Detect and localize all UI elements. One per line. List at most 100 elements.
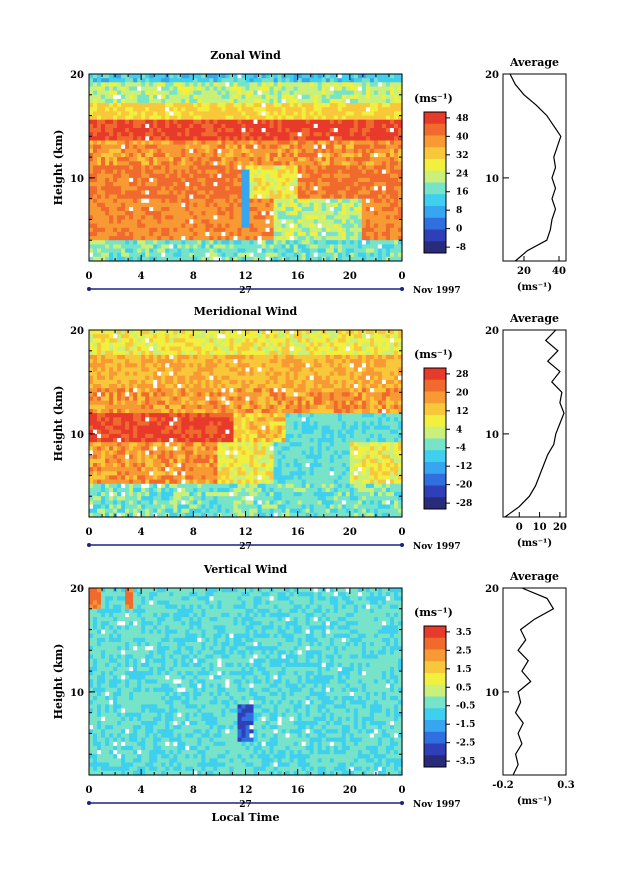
heatmap-cell [109,334,114,339]
heatmap-cell [349,202,355,208]
heatmap-cell [193,252,198,258]
heatmap-cell [137,392,142,398]
heatmap-cell [237,123,243,129]
heatmap-cell [345,384,351,389]
heatmap-cell [394,388,399,393]
heatmap-cell [333,182,339,187]
heatmap-cell [169,330,174,335]
heatmap-cell [229,215,234,221]
heatmap-cell [281,123,287,129]
heatmap-cell [157,371,162,377]
heatmap-cell [309,140,315,146]
heatmap-cell [105,392,110,398]
heatmap-cell [390,86,395,92]
heatmap-cell [394,227,399,233]
heatmap-cell [385,388,391,393]
heatmap-cell [161,128,166,133]
heatmap-cell [373,396,379,402]
heatmap-cell [225,157,230,162]
heatmap-cell [398,136,403,142]
heatmap-cell [93,256,98,262]
heatmap-cell [233,219,239,225]
heatmap-cell [249,169,255,175]
heatmap-cell [229,388,234,393]
heatmap-cell [313,90,319,96]
heatmap-cell [361,82,367,88]
heatmap-cell [353,388,359,393]
heatmap-cell [390,90,395,96]
heatmap-cell [221,379,226,385]
heatmap-cell [217,169,222,175]
heatmap-cell [381,111,387,117]
heatmap-cell [109,359,114,364]
heatmap-cell [189,157,194,162]
heatmap-cell [225,144,230,150]
heatmap-cell [253,252,259,258]
heatmap-cell [265,211,271,216]
heatmap-cell [317,90,323,96]
heatmap-cell [341,359,347,364]
heatmap-cell [329,173,335,179]
heatmap-cell [225,354,230,360]
heatmap-cell [185,396,190,402]
heatmap-cell [93,215,98,221]
heatmap-cell [313,173,319,179]
heatmap-cell [113,190,118,196]
heatmap-cell [93,252,98,258]
heatmap-cell [325,103,331,108]
heatmap-cell [157,103,162,108]
heatmap-cell [133,202,138,208]
heatmap-cell [201,346,206,352]
heatmap-cell [305,211,311,216]
heatmap-cell [289,342,295,348]
heatmap-cell [253,157,259,162]
heatmap-cell [181,90,186,96]
heatmap-cell [345,177,351,183]
heatmap-cell [381,330,387,335]
heatmap-cell [261,330,267,335]
heatmap-cell [309,94,315,100]
heatmap-cell [249,244,255,250]
heatmap-cell [273,338,279,344]
heatmap-cell [177,115,182,121]
heatmap-cell [365,215,371,221]
heatmap-cell [329,384,335,389]
heatmap-cell [121,396,126,402]
heatmap-cell [209,219,214,225]
heatmap-cell [209,350,214,356]
heatmap-cell [357,119,363,125]
heatmap-cell [325,236,331,241]
heatmap-cell [209,182,214,187]
heatmap-cell [329,363,335,368]
heatmap-cell [133,182,138,187]
heatmap-cell [201,161,206,167]
heatmap-cell [390,236,395,241]
heatmap-cell [105,363,110,368]
heatmap-cell [373,202,379,208]
heatmap-cell [281,132,287,137]
heatmap-cell [341,256,347,262]
heatmap-cell [213,119,218,125]
heatmap-cell [193,354,198,360]
heatmap-cell [197,148,202,154]
heatmap-cell [125,392,130,398]
heatmap-cell [125,128,130,133]
heatmap-cell [209,256,214,262]
heatmap-cell [365,388,371,393]
heatmap-cell [301,173,307,179]
heatmap-cell [329,396,335,402]
heatmap-cell [109,354,114,360]
heatmap-cell [398,94,403,100]
heatmap-cell [153,157,158,162]
heatmap-cell [289,94,295,100]
heatmap-cell [101,98,106,104]
heatmap-cell [353,207,359,212]
heatmap-cell [229,207,234,212]
heatmap-cell [377,223,383,229]
heatmap-cell [305,157,311,162]
heatmap-cell [369,94,375,100]
heatmap-cell [201,94,206,100]
heatmap-cell [93,94,98,100]
heatmap-cell [105,98,110,104]
heatmap-cell [253,94,259,100]
